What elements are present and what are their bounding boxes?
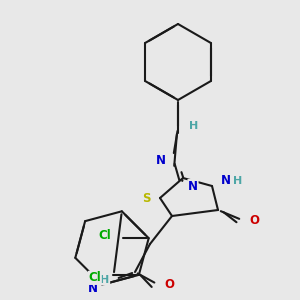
Text: Cl: Cl [88, 272, 101, 284]
Text: N: N [221, 175, 231, 188]
Text: H: H [233, 176, 243, 186]
Text: N: N [156, 154, 166, 166]
Text: N: N [188, 179, 198, 193]
Text: H: H [189, 121, 199, 131]
Text: H: H [100, 275, 109, 285]
Text: Cl: Cl [98, 229, 111, 242]
Text: O: O [164, 278, 174, 290]
Text: N: N [88, 281, 98, 295]
Text: O: O [249, 214, 259, 226]
Text: S: S [142, 191, 150, 205]
